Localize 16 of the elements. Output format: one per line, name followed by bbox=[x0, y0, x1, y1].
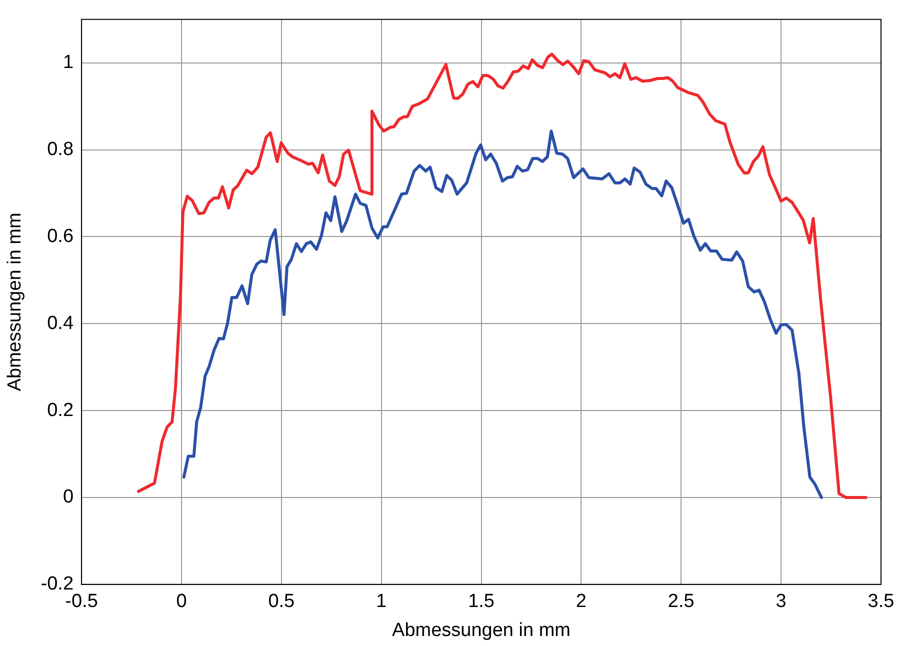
y-tick-label: 0 bbox=[62, 486, 74, 508]
x-tick-label: 2.5 bbox=[668, 591, 694, 612]
x-axis-title: Abmessungen in mm bbox=[392, 620, 571, 641]
x-tick-label: 0.5 bbox=[268, 591, 295, 612]
x-tick-label: 3 bbox=[776, 591, 786, 612]
x-tick-label: 1.5 bbox=[468, 591, 494, 612]
x-tick-label: 0 bbox=[176, 591, 187, 612]
y-tick-label: 1 bbox=[62, 52, 74, 74]
y-axis-title: Abmessungen in mm bbox=[4, 212, 26, 392]
y-tick-label: 0.2 bbox=[47, 400, 74, 421]
x-tick-label: 1 bbox=[376, 591, 387, 612]
y-tick-label: 0.4 bbox=[47, 312, 74, 334]
x-tick-label: 2 bbox=[576, 591, 586, 612]
x-tick-label: 3.5 bbox=[868, 591, 894, 612]
y-tick-label: 0.8 bbox=[47, 139, 74, 160]
y-tick-label: 0.6 bbox=[47, 226, 74, 247]
